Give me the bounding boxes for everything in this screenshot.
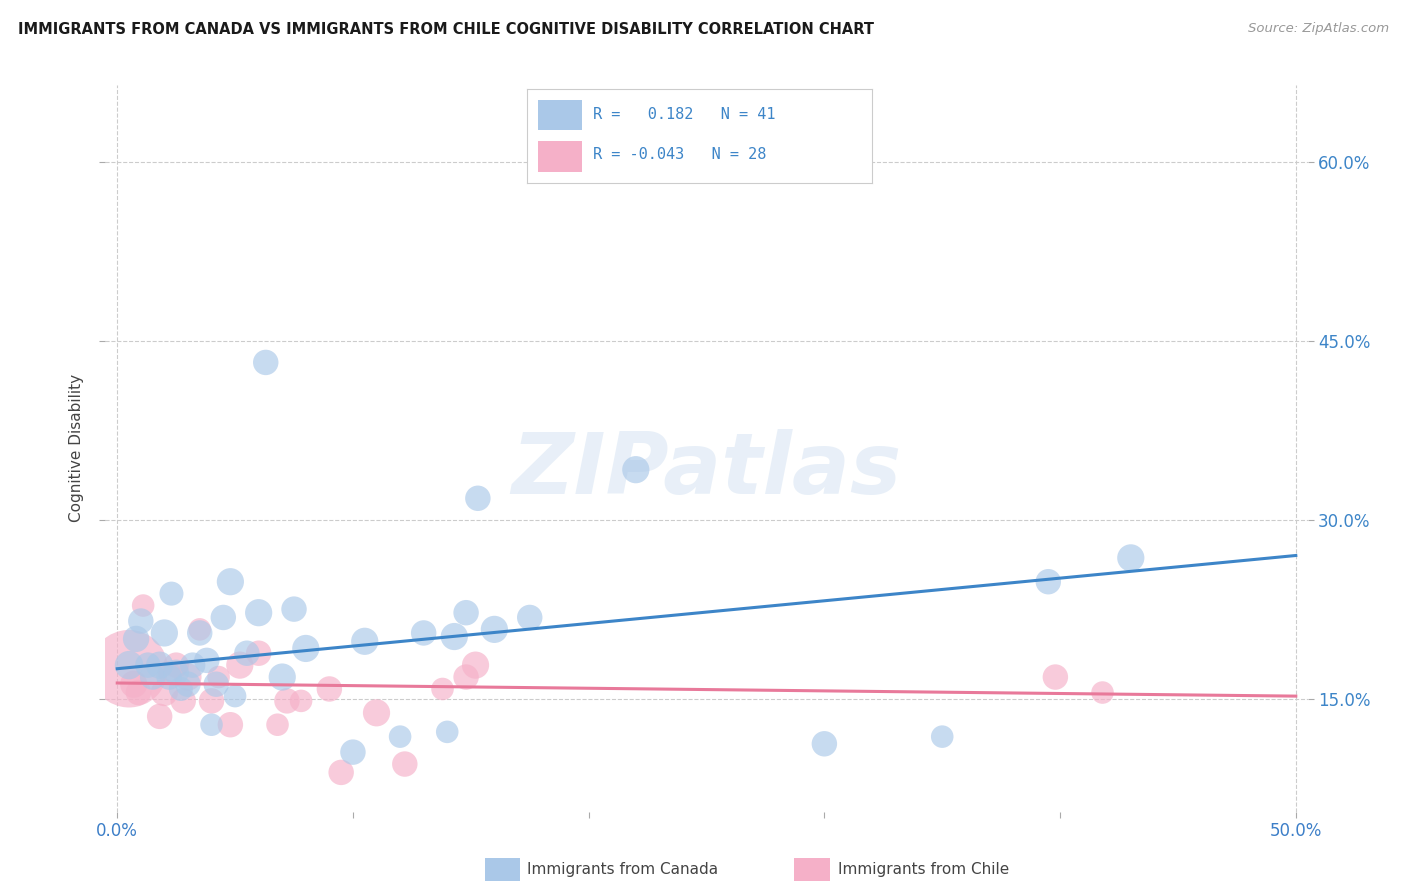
Point <box>254 355 277 369</box>
Point <box>1038 574 1060 589</box>
Point <box>443 630 465 644</box>
Point <box>118 658 141 673</box>
Point <box>484 623 506 637</box>
Point <box>330 765 353 780</box>
Point <box>153 626 176 640</box>
Point <box>229 658 252 673</box>
Point <box>129 614 152 628</box>
Point <box>342 745 364 759</box>
Point <box>266 717 288 731</box>
Point <box>290 694 312 708</box>
Point <box>467 491 489 506</box>
Y-axis label: Cognitive Disability: Cognitive Disability <box>69 374 84 523</box>
Point <box>188 623 211 637</box>
Text: Source: ZipAtlas.com: Source: ZipAtlas.com <box>1249 22 1389 36</box>
Point <box>519 610 541 624</box>
Point <box>205 677 228 691</box>
Point <box>122 677 145 691</box>
Point <box>172 694 194 708</box>
Point <box>195 653 218 667</box>
Point <box>295 641 318 656</box>
Point <box>177 670 200 684</box>
Point <box>132 599 155 613</box>
Point <box>165 658 187 673</box>
Text: R =   0.182   N = 41: R = 0.182 N = 41 <box>593 107 775 122</box>
Point <box>200 717 222 731</box>
Point <box>219 717 242 731</box>
Point <box>200 694 222 708</box>
Point <box>1119 550 1142 565</box>
Point <box>456 606 478 620</box>
Point <box>247 606 270 620</box>
Point <box>389 730 412 744</box>
Point <box>394 757 416 772</box>
Point <box>170 681 193 696</box>
Point <box>219 574 242 589</box>
Text: R = -0.043   N = 28: R = -0.043 N = 28 <box>593 147 766 162</box>
Point <box>157 665 180 680</box>
Point <box>188 626 211 640</box>
Point <box>271 670 294 684</box>
Point <box>1091 685 1114 699</box>
Point <box>813 737 835 751</box>
Point <box>931 730 953 744</box>
Point <box>283 602 305 616</box>
Point <box>353 634 375 648</box>
Point <box>224 689 246 703</box>
Point <box>142 670 165 684</box>
Text: IMMIGRANTS FROM CANADA VS IMMIGRANTS FROM CHILE COGNITIVE DISABILITY CORRELATION: IMMIGRANTS FROM CANADA VS IMMIGRANTS FRO… <box>18 22 875 37</box>
Point <box>160 587 183 601</box>
Point <box>432 681 454 696</box>
Point <box>456 670 478 684</box>
Point <box>118 662 141 676</box>
Point <box>412 626 434 640</box>
Point <box>436 724 458 739</box>
Point <box>247 646 270 660</box>
Point <box>366 706 388 720</box>
Bar <box>537 100 582 130</box>
Point <box>127 685 149 699</box>
Point <box>212 610 235 624</box>
Text: ZIPatlas: ZIPatlas <box>512 428 901 511</box>
Point <box>236 646 259 660</box>
Point <box>165 665 187 680</box>
Point <box>177 677 200 691</box>
Point <box>318 681 340 696</box>
Point <box>207 670 229 684</box>
Bar <box>537 141 582 171</box>
Text: Immigrants from Chile: Immigrants from Chile <box>838 863 1010 877</box>
Point <box>624 463 647 477</box>
Text: Immigrants from Canada: Immigrants from Canada <box>527 863 718 877</box>
Point <box>153 685 176 699</box>
Point <box>276 694 298 708</box>
Point <box>1045 670 1067 684</box>
Point <box>149 658 172 673</box>
Point <box>464 658 486 673</box>
Point <box>157 670 180 684</box>
Point <box>149 709 172 723</box>
Point <box>125 632 148 646</box>
Point <box>136 658 159 673</box>
Point <box>181 658 204 673</box>
